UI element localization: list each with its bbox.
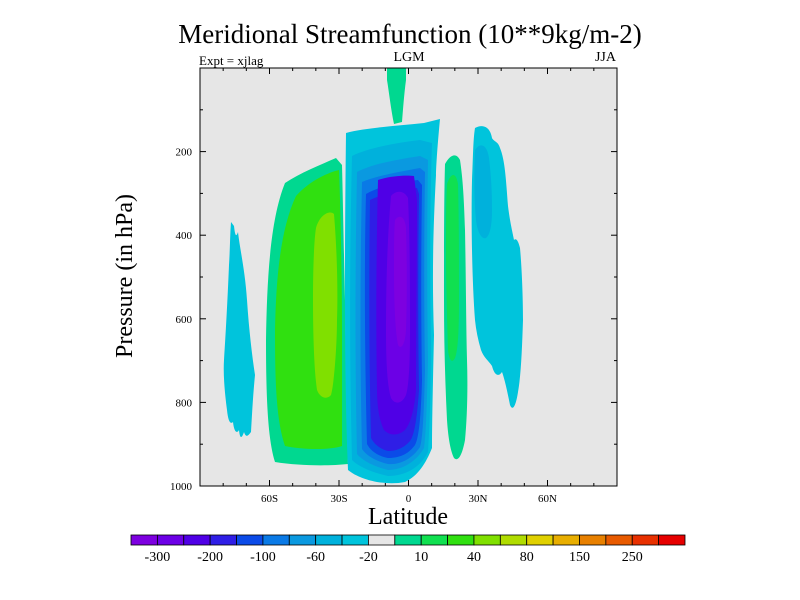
colorbar-label: 10 <box>414 550 428 565</box>
south-polar-cell-region <box>223 222 255 437</box>
season-label: JJA <box>595 50 617 65</box>
colorbar-swatch <box>368 534 396 546</box>
colorbar-swatch <box>394 534 422 546</box>
colorbar-swatch <box>420 534 448 546</box>
colorbar-swatch <box>341 534 369 546</box>
y-tick-label: 800 <box>176 397 193 409</box>
y-axis-label: Pressure (in hPa) <box>112 194 138 358</box>
colorbar-label: 40 <box>467 550 481 565</box>
x-tick-label: 0 <box>406 493 412 505</box>
colorbar-swatch <box>579 534 607 546</box>
northern-polar-cell-core <box>474 145 492 239</box>
colorbar-swatch <box>605 534 633 546</box>
colorbar-swatch <box>183 534 211 546</box>
x-axis: 60S 30S 0 30N 60N <box>199 68 618 505</box>
colorbar-swatch <box>315 534 343 546</box>
southern-ferrel-cell-peak <box>313 212 338 398</box>
colorbar-swatch <box>552 534 580 546</box>
scenario-label: LGM <box>393 50 425 65</box>
colorbar-label: 250 <box>622 550 643 565</box>
colorbar-swatch <box>631 534 660 546</box>
colorbar: -300 -200 -100 -60 -20 10 40 80 150 250 <box>130 534 686 565</box>
colorbar-label: -20 <box>359 550 378 565</box>
stratospheric-tongue-region <box>387 68 406 124</box>
colorbar-swatch <box>130 534 158 546</box>
y-tick-label: 1000 <box>170 481 193 493</box>
colorbar-label: -60 <box>306 550 325 565</box>
colorbar-swatch <box>447 534 475 546</box>
colorbar-swatch <box>262 534 290 546</box>
x-tick-label: 60S <box>261 493 278 505</box>
colorbar-swatch <box>473 534 501 546</box>
colorbar-swatch <box>209 534 237 546</box>
y-tick-label: 400 <box>176 230 193 242</box>
colorbar-label: 150 <box>569 550 590 565</box>
colorbar-swatch <box>156 534 185 546</box>
colorbar-swatch <box>236 534 264 546</box>
contour-fields <box>223 68 523 484</box>
colorbar-label: -100 <box>250 550 276 565</box>
experiment-label: Expt = xjlag <box>199 53 264 68</box>
colorbar-swatch <box>499 534 528 546</box>
x-tick-label: 30S <box>330 493 347 505</box>
northern-ferrel-cell-core <box>446 175 459 361</box>
colorbar-label: -300 <box>145 550 171 565</box>
colorbar-label: -200 <box>197 550 223 565</box>
y-tick-label: 600 <box>176 314 193 326</box>
y-axis: 200 400 600 800 1000 <box>170 109 617 493</box>
x-axis-label: Latitude <box>368 504 448 530</box>
x-tick-label: 30N <box>469 493 488 505</box>
y-tick-label: 200 <box>176 147 193 159</box>
colorbar-swatch <box>658 534 686 546</box>
hadley-cell-minimum <box>394 216 407 347</box>
colorbar-label: 80 <box>520 550 534 565</box>
x-tick-label: 60N <box>538 493 557 505</box>
colorbar-swatch <box>288 534 317 546</box>
colorbar-swatch <box>526 534 554 546</box>
chart-title: Meridional Streamfunction (10**9kg/m-2) <box>178 19 641 49</box>
